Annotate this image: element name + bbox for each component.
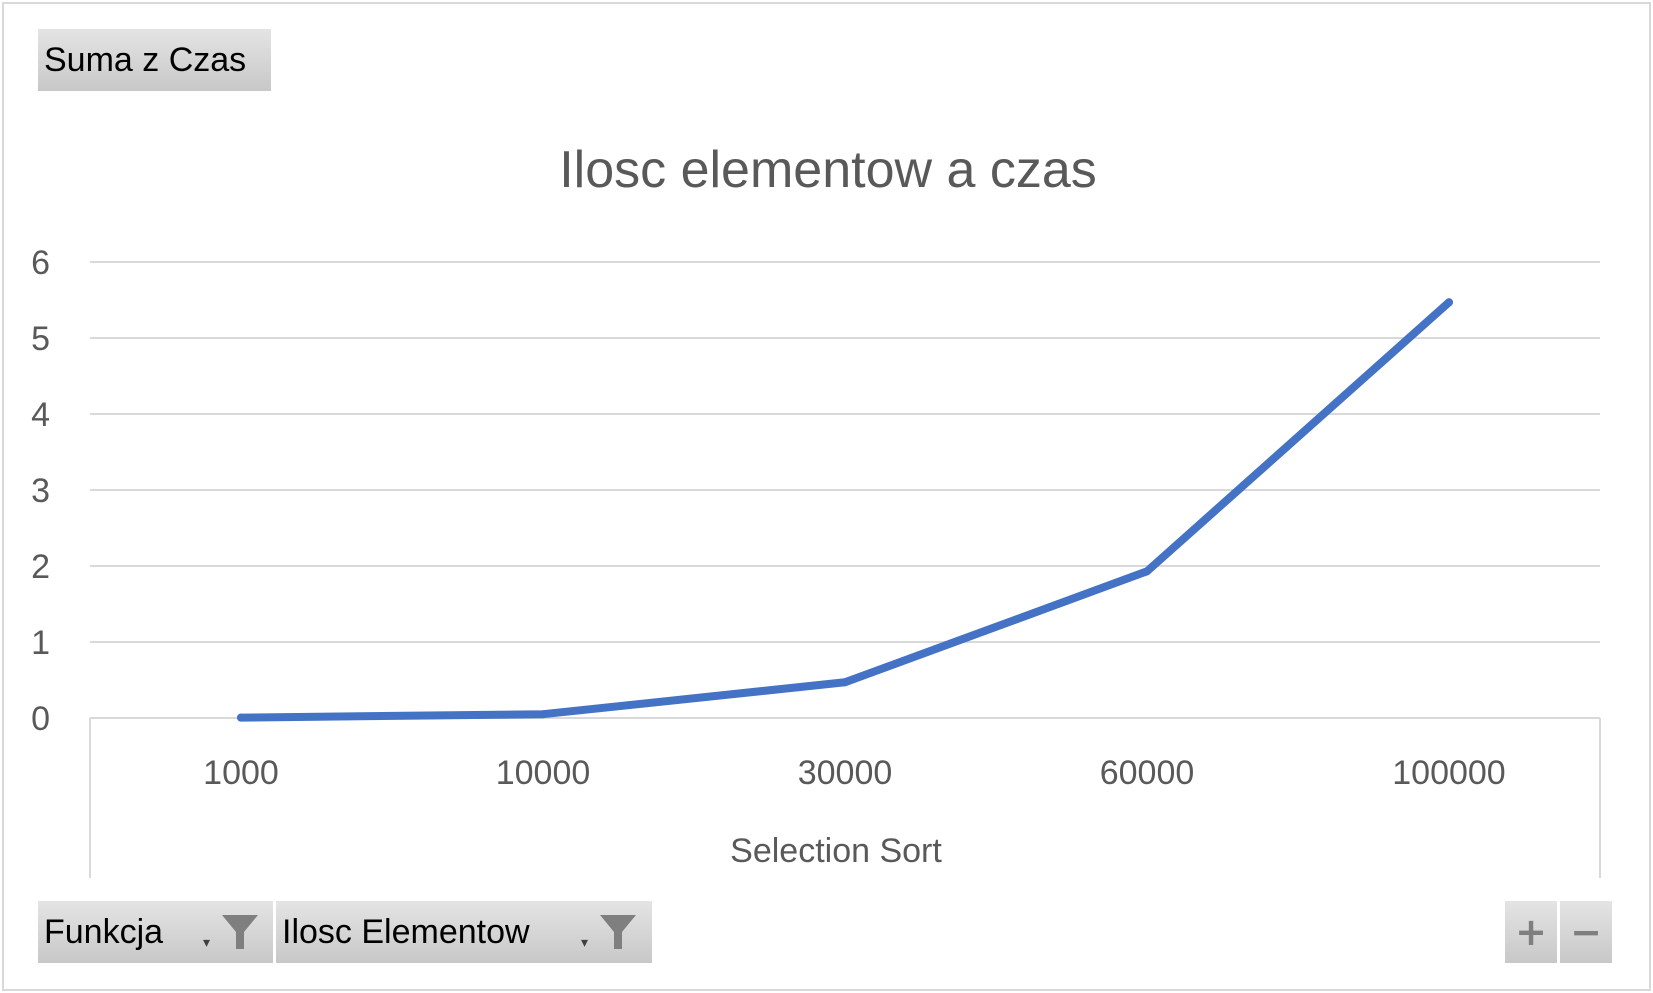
x-axis-tick-labels: 1000 10000 30000 60000 100000 xyxy=(203,754,1506,792)
y-tick-label: 5 xyxy=(31,320,50,358)
data-point xyxy=(539,710,547,719)
chart-title: Ilosc elementow a czas xyxy=(559,141,1097,199)
zoom-out-button[interactable]: − xyxy=(1560,901,1612,963)
value-field-label: Suma z Czas xyxy=(44,41,247,79)
value-field-button[interactable]: Suma z Czas xyxy=(38,29,271,91)
y-tick-label: 0 xyxy=(31,700,50,738)
data-point xyxy=(1143,567,1151,576)
y-tick-label: 2 xyxy=(31,548,50,586)
data-point xyxy=(1445,298,1453,307)
x-tick-label: 10000 xyxy=(496,754,591,792)
x-tick-label: 1000 xyxy=(203,754,279,792)
y-tick-label: 4 xyxy=(31,396,50,434)
x-axis-title: Selection Sort xyxy=(730,832,942,870)
x-tick-label: 100000 xyxy=(1392,754,1505,792)
y-tick-label: 1 xyxy=(31,624,50,662)
y-tick-label: 6 xyxy=(31,244,50,282)
y-axis-tick-labels: 0 1 2 3 4 5 6 xyxy=(31,244,50,738)
series-layer xyxy=(237,298,1453,722)
data-point xyxy=(237,713,245,722)
filter-icon[interactable] xyxy=(598,912,638,952)
axis-field-button-funkcja[interactable]: Funkcja ▾ xyxy=(38,901,273,963)
y-tick-label: 3 xyxy=(31,472,50,510)
data-point xyxy=(841,678,849,687)
dropdown-arrow-icon: ▾ xyxy=(203,934,211,950)
axis-field-label: Funkcja xyxy=(44,913,164,951)
series-line xyxy=(237,298,1453,722)
zoom-in-button[interactable]: + xyxy=(1505,901,1557,963)
x-tick-label: 30000 xyxy=(798,754,893,792)
filter-icon[interactable] xyxy=(220,912,260,952)
x-tick-label: 60000 xyxy=(1100,754,1195,792)
dropdown-arrow-icon: ▾ xyxy=(581,934,589,950)
axis-field-label: Ilosc Elementow xyxy=(282,913,530,951)
axis-field-button-ilosc-elementow[interactable]: Ilosc Elementow ▾ xyxy=(276,901,652,963)
